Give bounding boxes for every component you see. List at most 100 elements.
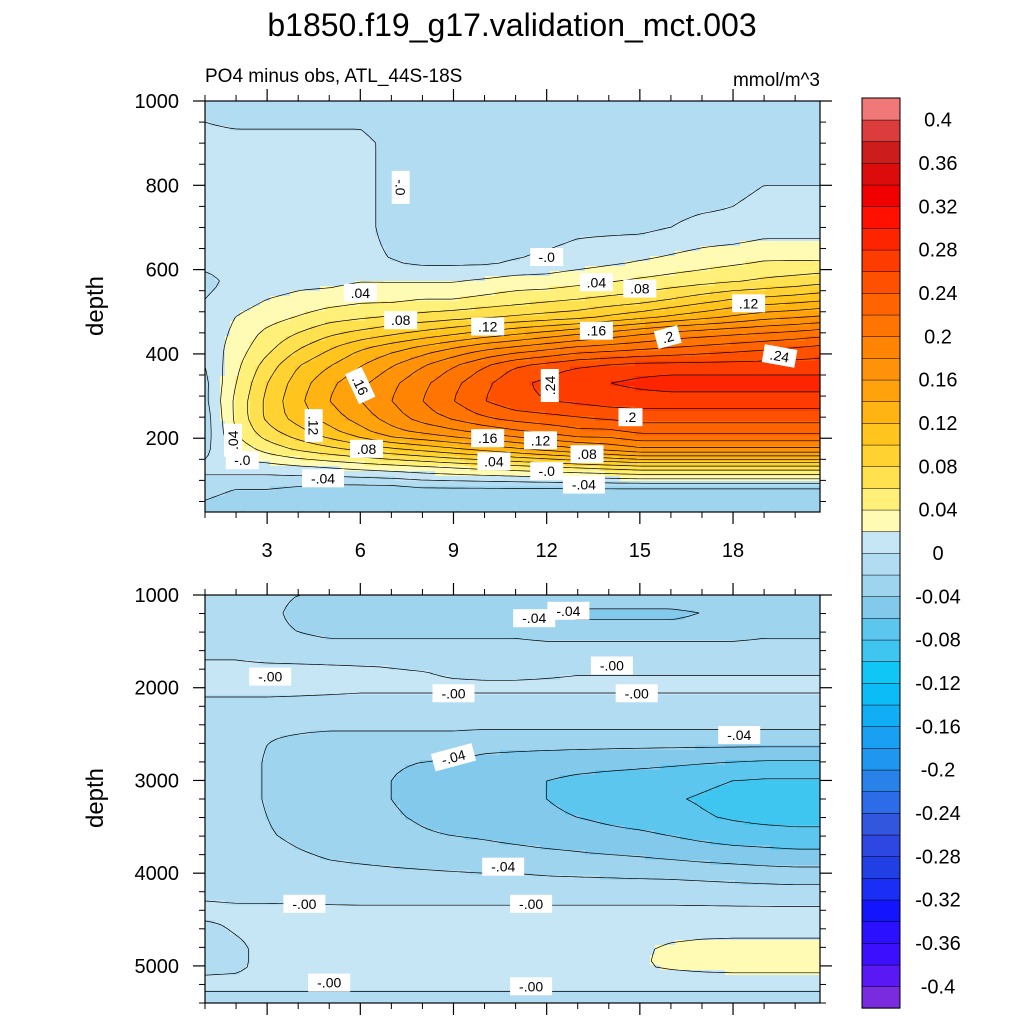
field-cell	[365, 136, 371, 142]
field-cell	[790, 191, 796, 197]
field-cell	[455, 261, 461, 267]
field-cell	[510, 221, 516, 227]
field-cell	[545, 281, 551, 287]
field-cell	[735, 226, 741, 232]
field-cell	[635, 176, 641, 182]
field-cell	[565, 231, 571, 237]
field-cell	[720, 171, 726, 177]
field-cell	[585, 296, 591, 302]
field-cell	[590, 251, 596, 257]
field-cell	[380, 196, 386, 202]
field-cell	[285, 166, 291, 172]
field-cell	[785, 196, 791, 202]
field-cell	[230, 216, 236, 222]
field-cell	[670, 191, 676, 197]
field-cell	[665, 296, 671, 302]
field-cell	[595, 241, 601, 247]
field-cell	[325, 246, 331, 252]
field-cell	[345, 276, 351, 282]
field-cell	[525, 146, 531, 152]
field-cell	[655, 186, 661, 192]
field-cell	[595, 116, 601, 122]
field-cell	[225, 201, 231, 207]
field-cell	[450, 146, 456, 152]
field-cell	[645, 251, 651, 257]
field-cell	[730, 151, 736, 157]
field-cell	[810, 171, 816, 177]
field-cell	[405, 111, 411, 117]
field-cell	[580, 151, 586, 157]
field-cell	[625, 121, 631, 127]
field-cell	[615, 226, 621, 232]
field-cell	[335, 296, 341, 302]
field-cell	[325, 226, 331, 232]
field-cell	[735, 211, 741, 217]
field-cell	[660, 201, 666, 207]
field-cell	[760, 281, 766, 287]
field-cell	[475, 281, 481, 287]
field-cell	[765, 186, 771, 192]
field-cell	[720, 261, 726, 267]
field-cell	[595, 101, 601, 107]
field-cell	[580, 156, 586, 162]
field-cell	[710, 116, 716, 122]
field-cell	[680, 271, 686, 277]
field-cell	[635, 211, 641, 217]
field-cell	[260, 131, 266, 137]
field-cell	[680, 176, 686, 182]
field-cell	[780, 256, 786, 262]
field-cell	[335, 206, 341, 212]
field-cell	[410, 276, 416, 282]
field-cell	[565, 291, 571, 297]
field-cell	[210, 256, 216, 262]
field-cell	[640, 246, 646, 252]
field-cell	[650, 186, 656, 192]
field-cell	[300, 291, 306, 297]
field-cell	[300, 131, 306, 137]
field-cell	[800, 211, 806, 217]
field-cell	[420, 156, 426, 162]
field-cell	[205, 231, 211, 237]
field-cell	[530, 146, 536, 152]
field-cell	[760, 216, 766, 222]
field-cell	[350, 181, 356, 187]
field-cell	[285, 191, 291, 197]
field-cell	[295, 206, 301, 212]
field-cell	[255, 131, 261, 137]
field-cell	[710, 126, 716, 132]
field-cell	[470, 266, 476, 272]
field-cell	[600, 256, 606, 262]
field-cell	[400, 266, 406, 272]
field-cell	[250, 111, 256, 117]
field-cell	[745, 176, 751, 182]
field-cell	[480, 226, 486, 232]
field-cell	[805, 276, 811, 282]
field-cell	[430, 291, 436, 297]
field-cell	[275, 241, 281, 247]
field-cell	[345, 211, 351, 217]
field-cell	[675, 171, 681, 177]
field-cell	[640, 271, 646, 277]
field-cell	[675, 251, 681, 257]
field-cell	[605, 121, 611, 127]
field-cell	[710, 101, 716, 107]
field-cell	[755, 291, 761, 297]
field-cell	[705, 106, 711, 112]
field-cell	[795, 136, 801, 142]
field-cell	[690, 291, 696, 297]
field-cell	[580, 261, 586, 267]
field-cell	[470, 276, 476, 282]
field-cell	[430, 271, 436, 277]
field-cell	[720, 121, 726, 127]
field-cell	[670, 286, 676, 292]
field-cell	[575, 106, 581, 112]
field-cell	[305, 146, 311, 152]
field-cell	[690, 221, 696, 227]
field-cell	[640, 266, 646, 272]
field-cell	[385, 181, 391, 187]
field-cell	[590, 241, 596, 247]
field-cell	[815, 291, 820, 297]
field-cell	[300, 111, 306, 117]
field-cell	[695, 271, 701, 277]
field-cell	[645, 126, 651, 132]
